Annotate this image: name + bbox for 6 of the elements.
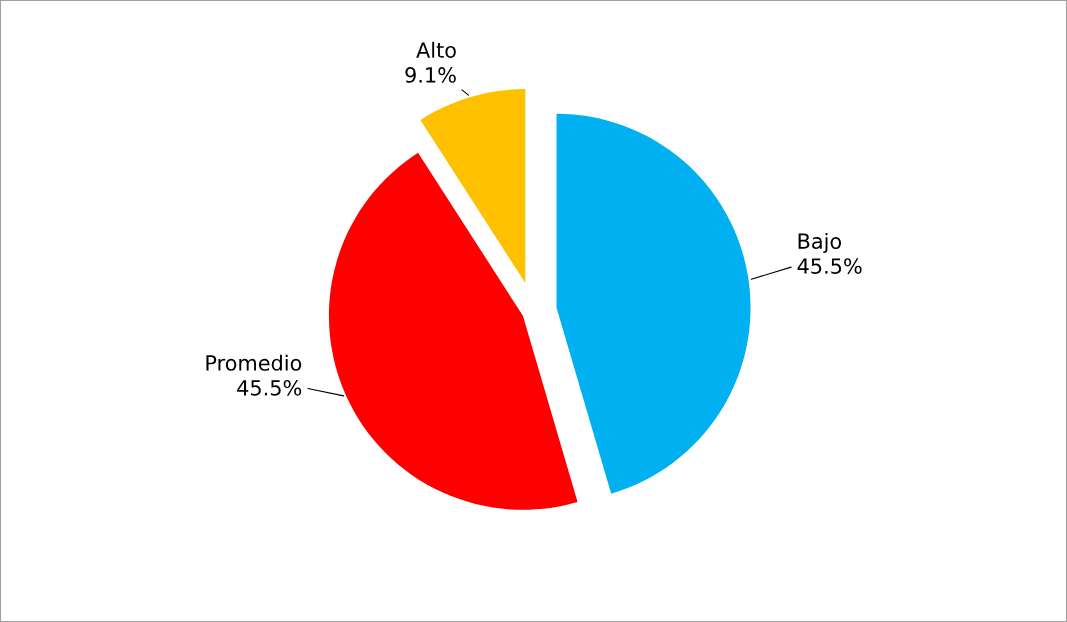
slice-label: Bajo xyxy=(798,232,842,254)
data-label: 45.5% xyxy=(237,379,302,396)
slice-label: Promedio xyxy=(206,354,302,371)
slice-label: Alto xyxy=(416,41,456,58)
data-label: 45.5% xyxy=(797,258,862,274)
data-label: 9.1% xyxy=(405,67,456,83)
